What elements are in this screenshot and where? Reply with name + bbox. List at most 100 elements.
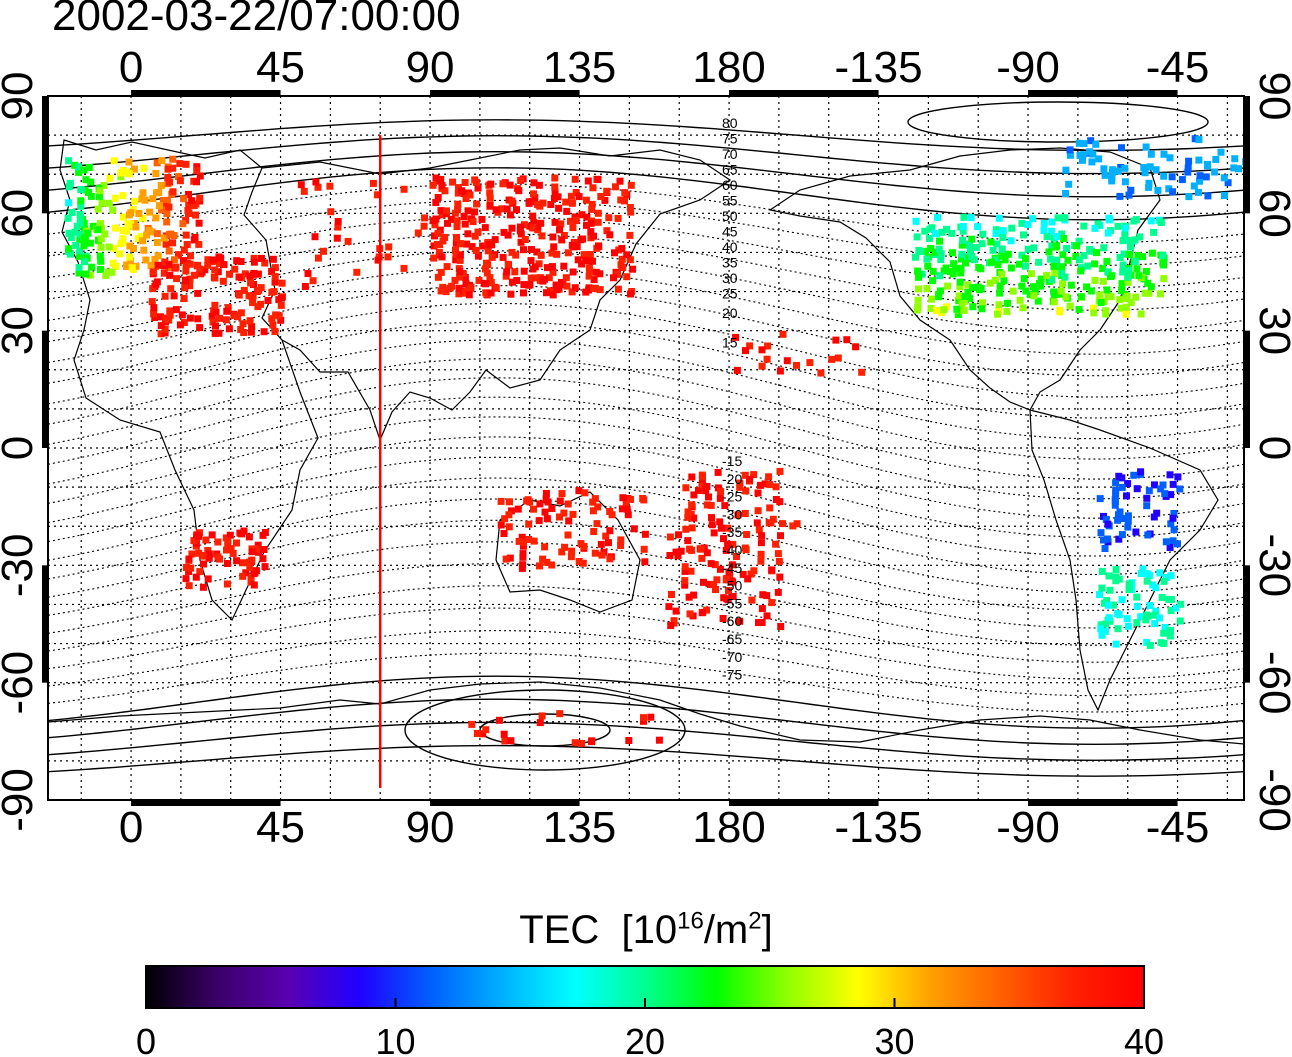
tec-observation [763,355,771,363]
tec-observation [765,473,773,481]
tec-observation [87,192,95,200]
tec-observation [1143,577,1151,585]
tec-observation [456,273,464,281]
tec-observation [1141,289,1149,297]
tec-observation [1059,280,1067,288]
tec-observation [237,258,245,265]
tec-observation [483,290,491,298]
tec-observation [622,499,630,507]
tec-observation [384,253,392,261]
tec-observation [931,229,939,237]
tec-observation [959,223,967,230]
tec-observation [160,269,168,277]
tec-observation [153,159,161,167]
tec-observation [994,310,1001,318]
tec-observation [1112,479,1120,487]
tec-observation [647,713,655,721]
tec-observation [224,537,232,545]
tec-observation [1169,537,1177,545]
tec-observation [457,240,465,248]
tec-observation [937,250,945,258]
tec-observation [97,243,105,251]
tec-observation [1004,250,1012,258]
tec-observation [1176,485,1184,493]
tec-observation [527,274,535,282]
tec-observation [161,292,169,300]
tec-observation [621,189,629,197]
tec-observation [575,193,583,201]
tec-observation [1191,135,1199,143]
tec-observation [1077,293,1085,301]
tec-observation [758,605,766,613]
tec-observation [531,194,539,202]
tec-observation [1115,472,1123,480]
contour-label: 55 [722,193,738,209]
tec-observation [519,550,527,558]
tec-observation [1103,257,1111,265]
tec-observation [1125,191,1133,199]
lat-tick-left: 60 [0,189,42,238]
tec-observation [1211,168,1219,176]
tec-observation [1145,487,1153,495]
tec-observation [1137,310,1145,318]
tec-observation [128,264,136,272]
tec-observation [954,311,962,318]
contour-label: 65 [722,162,738,178]
tec-observation [227,545,235,553]
tec-observation [1140,164,1148,172]
tec-observation [1251,142,1258,149]
tec-observation [688,501,696,509]
tec-observation [558,490,566,498]
tec-observation [1147,150,1155,158]
contour-label: -25 [722,489,742,505]
tec-observation [560,262,568,270]
tec-observation [1202,173,1210,181]
tec-observation [166,230,174,238]
tec-observation [1220,174,1228,182]
tec-observation [1114,516,1122,524]
lat-tick-left: -90 [0,768,42,832]
tec-observation [164,174,172,181]
tec-observation [793,520,801,528]
tec-observation [472,247,480,254]
tec-observation [977,265,985,273]
tec-observation [672,607,680,615]
tec-observation [188,550,196,558]
tec-observation [1022,262,1029,270]
tec-observation [75,264,83,271]
tec-observation [1137,570,1145,577]
tec-observation [703,549,711,557]
tec-observation [627,495,634,503]
tec-observation [703,606,711,614]
tec-observation [585,264,593,272]
tec-observation [180,295,188,302]
tec-observation [1169,480,1177,488]
tec-observation [75,163,83,171]
tec-observation [253,545,260,553]
tec-observation [915,285,922,293]
tec-observation [249,299,257,307]
tec-observation [1047,255,1055,263]
tec-observation [779,520,786,528]
tec-observation [253,288,261,295]
tec-observation [1185,193,1193,201]
tec-observation [169,155,177,163]
tec-observation [250,581,258,589]
south-pole-contour-outer [404,689,686,771]
tec-observation [1080,140,1088,148]
tec-observation [71,161,79,169]
tec-observation [602,532,610,540]
tec-observation [761,480,769,488]
tec-observation [1043,271,1051,279]
tec-observation [110,157,118,165]
tec-observation [155,202,163,210]
tec-observation [182,276,189,284]
tec-observation [750,471,758,479]
tec-observation [474,252,482,260]
tec-observation [1204,192,1212,200]
tec-observation [806,359,814,367]
tec-observation [550,243,558,251]
tec-observation [260,546,268,553]
tec-observation [686,610,694,618]
tec-observation [1142,616,1150,624]
